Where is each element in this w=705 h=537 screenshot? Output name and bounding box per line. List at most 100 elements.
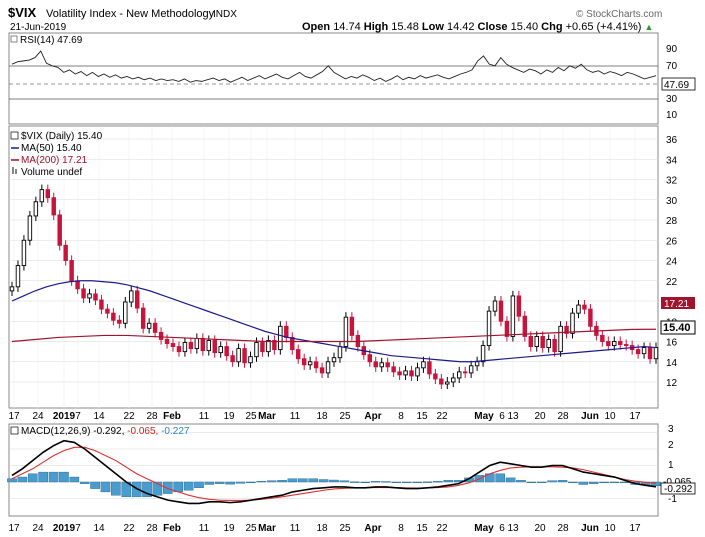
x-tick-label: 22 <box>436 411 448 422</box>
candle-body <box>111 312 116 321</box>
macd-histogram-bar <box>17 476 28 483</box>
macd-line <box>11 439 657 505</box>
macd-histogram-bar <box>308 478 319 483</box>
candle <box>146 318 152 334</box>
candle <box>498 295 504 327</box>
macd-histogram-bar <box>90 481 100 489</box>
candle <box>343 312 349 352</box>
candle <box>433 368 438 385</box>
macd-label-signal: -0.065, <box>124 426 158 437</box>
macd-histogram-bar <box>495 473 505 483</box>
candle <box>331 352 337 367</box>
macd-histogram-bar <box>339 480 350 483</box>
x-tick-label: Apr <box>364 523 381 534</box>
x-tick-label: 25 <box>245 523 257 534</box>
candle-body <box>480 345 486 363</box>
candle <box>152 318 158 338</box>
x-tick-label: 28 <box>146 523 158 534</box>
candle-body <box>87 293 92 299</box>
candle-body <box>617 341 623 345</box>
macd-histogram-bar <box>588 481 599 484</box>
candle <box>93 288 98 306</box>
candle-body <box>266 340 271 353</box>
candle <box>522 311 528 342</box>
candle <box>439 373 444 390</box>
x-tick-label: 24 <box>32 411 44 422</box>
x-tick-label: 7 <box>75 411 81 422</box>
candle-body <box>439 378 444 385</box>
macd-panel-frame <box>8 423 659 517</box>
rsi-value-tag-box <box>661 77 696 91</box>
macd-histogram-bar <box>27 473 38 483</box>
candle <box>552 334 557 357</box>
macd-histogram-bar <box>391 481 402 484</box>
candle-body <box>462 371 468 374</box>
macd-histogram-bar <box>505 477 516 483</box>
candle <box>33 196 39 222</box>
macd-ticks: 3 2 1 -1 <box>668 424 677 505</box>
candle <box>546 334 551 353</box>
candle <box>140 303 146 334</box>
candle-body <box>576 304 581 314</box>
macd-histogram-bar <box>163 481 173 494</box>
candle-body <box>319 367 325 374</box>
x-tick-label: May <box>474 411 494 422</box>
candle-body <box>57 214 62 246</box>
x-tick-label: 22 <box>123 411 135 422</box>
macd-histogram-bar <box>318 479 329 483</box>
candle-body <box>9 286 15 292</box>
x-tick-label: Feb <box>163 523 181 534</box>
candle <box>278 321 283 355</box>
candle-body <box>546 339 551 349</box>
candle <box>570 308 575 339</box>
macd-histogram-bar <box>298 478 308 483</box>
x-tick-label: 6 <box>499 411 505 422</box>
candle-body <box>647 347 653 360</box>
candle-body <box>206 340 212 352</box>
x-tick-label: 6 <box>499 523 505 534</box>
macd-histogram-bar <box>69 476 80 483</box>
candle <box>576 299 581 319</box>
candle-body <box>158 331 164 340</box>
rsi-panel-frame <box>8 32 659 125</box>
candle-body <box>337 346 343 359</box>
x-tick-label: 17 <box>8 411 20 422</box>
x-tick-label: 28 <box>557 411 569 422</box>
candle <box>409 365 414 381</box>
macd-legend-swatch <box>10 426 19 435</box>
candle <box>373 356 378 372</box>
candle <box>158 327 164 345</box>
x-tick-label: Mar <box>258 411 276 422</box>
candle <box>27 210 33 246</box>
macd-histogram-bar <box>443 480 454 483</box>
macd-histogram-bar <box>422 481 433 483</box>
candle <box>534 331 539 352</box>
macd-histogram-bar <box>142 481 152 498</box>
candle-body <box>528 335 534 348</box>
candle-body <box>653 347 659 360</box>
x-tick-label: 11 <box>290 411 301 422</box>
candle <box>230 350 235 367</box>
macd-histogram-bar <box>79 481 90 484</box>
candle-body <box>403 370 408 376</box>
candle-body <box>230 355 235 363</box>
candle-body <box>194 338 200 350</box>
candle-body <box>612 341 617 346</box>
macd-histogram-bar <box>401 481 412 484</box>
candle-body <box>200 338 206 352</box>
price-tick: 34 <box>666 155 678 166</box>
candle <box>600 330 605 347</box>
candle-body <box>313 361 319 369</box>
candle-body <box>641 347 647 355</box>
candle-body <box>600 334 605 342</box>
candle-body <box>415 367 420 377</box>
macd-tick: 2 <box>668 440 674 451</box>
price-legend-ma50: MA(50) 15.40 <box>21 143 82 154</box>
candle <box>9 281 15 296</box>
price-legend-volume: Volume undef <box>21 167 82 178</box>
candle-body <box>21 239 27 267</box>
macd-histogram-bar <box>360 481 370 484</box>
price-tick: 30 <box>666 196 678 207</box>
candle-body <box>63 244 68 261</box>
